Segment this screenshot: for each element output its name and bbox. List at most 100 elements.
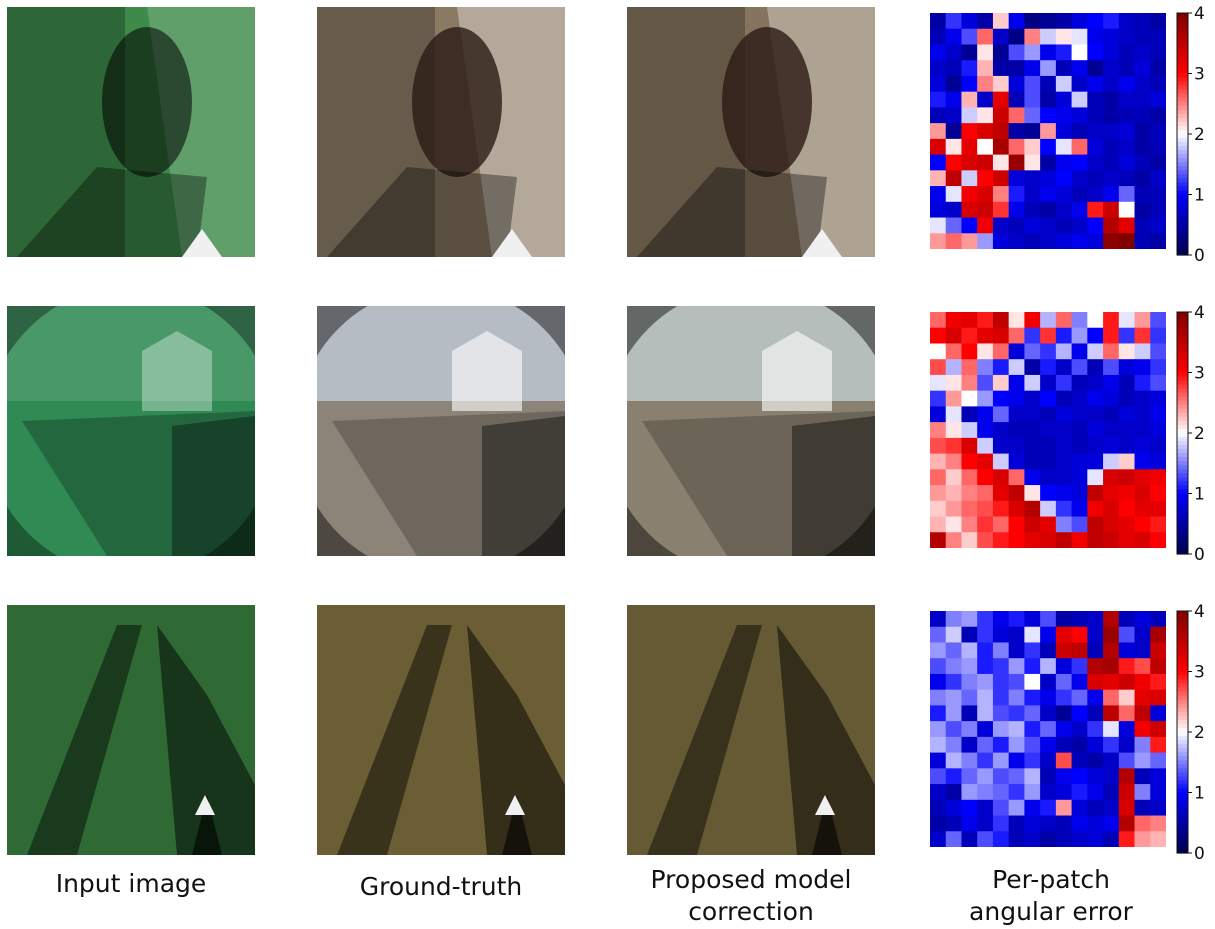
heatmap-cell bbox=[1055, 327, 1073, 344]
colorbar-segment bbox=[1177, 45, 1188, 50]
heatmap-cell bbox=[1040, 327, 1057, 344]
heatmap-cell bbox=[1008, 343, 1025, 360]
heatmap-cell bbox=[1150, 831, 1166, 847]
heatmap-cell bbox=[992, 138, 1010, 156]
colorbar-segment bbox=[1177, 844, 1188, 850]
heatmap-cell bbox=[977, 359, 994, 376]
heatmap-cell bbox=[1103, 532, 1120, 548]
colorbar-tick-label: 1 bbox=[1194, 485, 1205, 505]
heatmap-cell bbox=[930, 13, 947, 30]
heatmap-cell bbox=[1103, 28, 1120, 45]
heatmap-cell bbox=[1103, 736, 1120, 754]
heatmap-cell bbox=[961, 138, 978, 156]
heatmap-cell bbox=[992, 44, 1010, 61]
heatmap-cell bbox=[1134, 91, 1151, 108]
heatmap-cell bbox=[1087, 689, 1104, 706]
heatmap-cell bbox=[930, 736, 947, 754]
colorbar-segment bbox=[1177, 360, 1188, 366]
heatmap-cell bbox=[930, 406, 947, 423]
heatmap-cell bbox=[977, 485, 994, 502]
heatmap-cell bbox=[961, 186, 978, 203]
heatmap-cell bbox=[1150, 138, 1166, 156]
heatmap-cell bbox=[1040, 75, 1057, 93]
colorbar-segment bbox=[1177, 49, 1188, 54]
heatmap-cell bbox=[930, 138, 947, 156]
heatmap-cell bbox=[977, 453, 994, 470]
colorbar-segment bbox=[1177, 33, 1188, 38]
colorbar-segment bbox=[1177, 780, 1188, 786]
heatmap-cell bbox=[930, 469, 947, 486]
heatmap-cell bbox=[1008, 13, 1025, 30]
heatmap-cell bbox=[945, 406, 962, 423]
heatmap-cell bbox=[945, 752, 962, 769]
heatmap-cell bbox=[992, 13, 1010, 30]
heatmap-cell bbox=[1134, 233, 1151, 249]
heatmap-cell bbox=[961, 154, 978, 171]
heatmap-cell bbox=[1087, 390, 1104, 407]
heatmap-cell bbox=[1118, 75, 1136, 93]
colorbar-segment bbox=[1177, 194, 1188, 200]
heatmap-cell bbox=[1024, 154, 1041, 171]
heatmap-cell bbox=[1118, 60, 1136, 77]
heatmap-cell bbox=[1103, 658, 1120, 675]
heatmap-cell bbox=[1024, 673, 1041, 691]
colorbar-tick-label: 2 bbox=[1194, 424, 1205, 444]
heatmap-cell bbox=[1024, 359, 1041, 376]
colorbar-segment bbox=[1177, 497, 1188, 503]
colorbar-segment bbox=[1177, 772, 1188, 777]
heatmap-cell bbox=[992, 485, 1010, 502]
heatmap-cell bbox=[1055, 752, 1073, 769]
heatmap-cell bbox=[1040, 673, 1057, 691]
colorbar-segment bbox=[1177, 485, 1188, 491]
heatmap-cell bbox=[961, 752, 978, 769]
heatmap-cell bbox=[1040, 138, 1057, 156]
heatmap-cell bbox=[1087, 532, 1104, 548]
heatmap-cell bbox=[1118, 233, 1136, 249]
caption-line: Proposed model bbox=[650, 865, 852, 894]
heatmap-cell bbox=[1118, 390, 1136, 407]
heatmap-cell bbox=[1103, 75, 1120, 93]
heatmap-cell bbox=[1087, 705, 1104, 722]
colorbar-tick-label: 4 bbox=[1194, 603, 1205, 622]
input-image-row-3 bbox=[7, 605, 255, 855]
heatmap-cell bbox=[1150, 390, 1166, 407]
colorbar-segment bbox=[1177, 178, 1188, 183]
heatmap-cell bbox=[945, 28, 962, 45]
colorbar-segment bbox=[1177, 428, 1188, 434]
ground-truth-row-1 bbox=[317, 7, 565, 257]
heatmap-cell bbox=[1024, 217, 1041, 234]
heatmap-cell bbox=[977, 217, 994, 234]
heatmap-cell bbox=[1087, 673, 1104, 691]
colorbar-segment bbox=[1177, 242, 1188, 248]
heatmap-cell bbox=[1055, 453, 1073, 470]
colorbar-segment bbox=[1177, 376, 1188, 382]
colorbar-segment bbox=[1177, 65, 1188, 71]
colorbar-segment bbox=[1177, 659, 1188, 665]
angular-error-heatmap-row-2 bbox=[930, 312, 1166, 548]
caption-line: correction bbox=[688, 897, 814, 926]
heatmap-cell bbox=[961, 611, 978, 628]
heatmap-cell bbox=[1118, 532, 1136, 548]
heatmap-cell bbox=[1040, 186, 1057, 203]
heatmap-cell bbox=[1055, 186, 1073, 203]
heatmap-cell bbox=[961, 500, 978, 518]
heatmap-cell bbox=[1087, 658, 1104, 675]
heatmap-cell bbox=[1103, 359, 1120, 376]
colorbar-segment bbox=[1177, 433, 1188, 438]
heatmap-cell bbox=[1008, 626, 1025, 643]
colorbar-tick-label: 2 bbox=[1194, 125, 1205, 145]
heatmap-cell bbox=[1040, 201, 1057, 219]
colorbar-segment bbox=[1177, 477, 1188, 482]
heatmap-cell bbox=[961, 201, 978, 219]
heatmap-cell bbox=[930, 611, 947, 628]
heatmap-cell bbox=[1087, 721, 1104, 738]
colorbar-row-1: 0 1 2 3 4 bbox=[1176, 5, 1205, 265]
heatmap-cell bbox=[1150, 406, 1166, 423]
colorbar-segment bbox=[1177, 368, 1188, 374]
colorbar-segment bbox=[1177, 651, 1188, 656]
heatmap-cell bbox=[977, 626, 994, 643]
heatmap-cell bbox=[1150, 13, 1166, 30]
heatmap-cell bbox=[1134, 768, 1151, 785]
heatmap-cell bbox=[1118, 91, 1136, 108]
